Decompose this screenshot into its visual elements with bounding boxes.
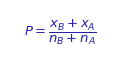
- Text: $\mathit{P} = \dfrac{x_{B} + x_{A}}{n_{B} + n_{A}}$: $\mathit{P} = \dfrac{x_{B} + x_{A}}{n_{B…: [24, 18, 97, 47]
